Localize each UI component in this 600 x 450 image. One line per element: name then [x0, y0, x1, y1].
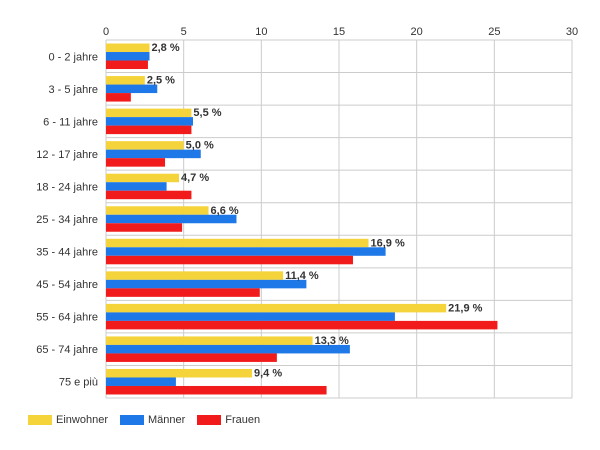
- legend: Einwohner Männer Frauen: [28, 414, 272, 426]
- category-label: 0 - 2 jahre: [48, 51, 98, 63]
- bar-frauen: [106, 288, 260, 297]
- x-tick-label: 0: [103, 26, 109, 38]
- legend-label: Männer: [147, 414, 186, 426]
- legend-swatch: [119, 415, 144, 425]
- x-tick-label: 15: [333, 26, 345, 38]
- data-label: 2,8 %: [151, 42, 179, 54]
- legend-item: Männer: [119, 414, 186, 426]
- data-label: 11,4 %: [285, 270, 319, 282]
- data-label: 16,9 %: [371, 237, 405, 249]
- data-label: 2,5 %: [147, 75, 175, 87]
- legend-swatch: [197, 415, 222, 425]
- bar-frauen: [106, 125, 192, 135]
- bar-frauen: [106, 320, 498, 330]
- legend-label: Einwohner: [56, 414, 108, 426]
- data-label: 5,0 %: [186, 140, 214, 152]
- category-label: 55 - 64 jahre: [36, 312, 98, 324]
- bar-einwohner: [106, 43, 150, 53]
- category-label: 75 e più: [59, 377, 98, 389]
- legend-item: Einwohner: [28, 414, 108, 426]
- legend-label: Frauen: [225, 414, 261, 426]
- bar-einwohner: [106, 271, 284, 280]
- bar-einwohner: [106, 336, 313, 345]
- legend-item: Frauen: [197, 414, 260, 426]
- bar-m-nner: [106, 312, 395, 321]
- bar-m-nner: [106, 279, 307, 289]
- bars: [106, 43, 498, 395]
- bar-einwohner: [106, 173, 180, 183]
- bar-frauen: [106, 223, 183, 232]
- bar-frauen: [106, 255, 353, 265]
- bar-frauen: [106, 190, 192, 200]
- bar-frauen: [106, 158, 166, 167]
- x-axis-ticks: 0 5 10 15 20 25 30: [103, 26, 578, 38]
- bar-frauen: [106, 93, 131, 102]
- data-label: 4,7 %: [181, 172, 209, 184]
- bar-einwohner: [106, 368, 253, 378]
- data-labels: 2,8 % 2,5 % 5,5 % 5,0 % 4,7 % 6,6 % 16,9 % 11,4…: [147, 42, 483, 379]
- bar-einwohner: [106, 108, 192, 118]
- data-label: 6,6 %: [211, 205, 239, 217]
- data-label: 21,9 %: [448, 302, 482, 314]
- x-tick-label: 20: [411, 26, 423, 38]
- category-label: 45 - 54 jahre: [36, 279, 98, 291]
- bar-m-nner: [106, 214, 237, 224]
- legend-swatch: [28, 415, 52, 425]
- bar-einwohner: [106, 206, 209, 215]
- x-tick-label: 30: [566, 26, 578, 38]
- x-tick-label: 25: [488, 26, 500, 38]
- category-label: 6 - 11 jahre: [43, 116, 98, 128]
- bar-einwohner: [106, 303, 447, 313]
- bar-m-nner: [106, 182, 167, 191]
- category-label: 25 - 34 jahre: [36, 214, 98, 226]
- category-label: 3 - 5 jahre: [48, 84, 98, 96]
- data-label: 13,3 %: [315, 335, 349, 347]
- bar-einwohner: [106, 141, 184, 150]
- category-label: 12 - 17 jahre: [36, 149, 98, 161]
- category-labels: 0 - 2 jahre 3 - 5 jahre 6 - 11 jahre 12 - 1…: [36, 51, 98, 388]
- category-label: 18 - 24 jahre: [36, 181, 98, 193]
- x-tick-label: 10: [255, 26, 267, 38]
- bar-m-nner: [106, 247, 386, 256]
- bar-m-nner: [106, 344, 350, 354]
- bar-m-nner: [106, 84, 158, 94]
- bar-m-nner: [106, 52, 150, 61]
- data-label: 9,4 %: [254, 367, 282, 379]
- bar-m-nner: [106, 117, 193, 126]
- bar-frauen: [106, 353, 277, 362]
- data-label: 5,5 %: [193, 107, 221, 119]
- bar-m-nner: [106, 149, 201, 159]
- bar-einwohner: [106, 76, 145, 85]
- x-tick-label: 5: [181, 26, 187, 38]
- category-label: 65 - 74 jahre: [36, 344, 98, 356]
- bar-einwohner: [106, 238, 369, 248]
- category-label: 35 - 44 jahre: [36, 247, 98, 259]
- bar-frauen: [106, 60, 148, 70]
- bar-m-nner: [106, 377, 176, 386]
- bar-frauen: [106, 385, 327, 395]
